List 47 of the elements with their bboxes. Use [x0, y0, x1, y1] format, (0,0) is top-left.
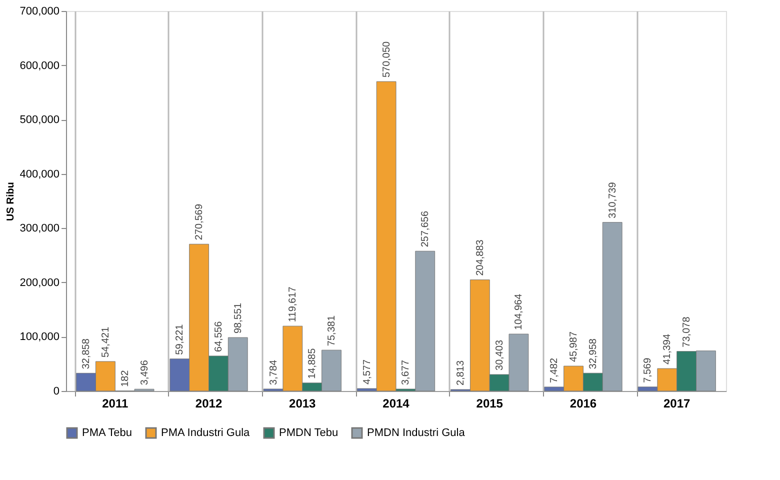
data-label: 310,739 [607, 182, 618, 218]
x-tick-label: 2016 [570, 396, 597, 410]
x-tick-label: 2015 [476, 396, 504, 410]
data-label: 570,050 [381, 40, 392, 78]
data-label: 98,551 [232, 302, 244, 334]
data-label: 14,885 [307, 348, 318, 379]
y-tick-label: 300,000 [20, 222, 60, 235]
data-label: 45,987 [568, 331, 580, 362]
data-label: 104,964 [514, 293, 525, 330]
x-tick-label: 2014 [382, 396, 410, 410]
legend-label: PMDN Industri Gula [367, 427, 466, 439]
data-label: 64,556 [213, 320, 224, 352]
data-label: 54,421 [100, 326, 112, 358]
data-label: 3,677 [400, 360, 412, 386]
data-label: 73,078 [682, 316, 693, 348]
y-tick-label: 600,000 [20, 60, 60, 72]
data-label: 182 [120, 370, 131, 387]
data-label: 7,569 [642, 357, 654, 383]
y-axis-title: US Ribu [6, 182, 17, 221]
data-label: 3,784 [268, 359, 280, 385]
data-label: 270,569 [194, 204, 206, 240]
y-tick-label: 0 [53, 386, 60, 398]
y-tick-label: 200,000 [20, 276, 60, 289]
data-label: 75,381 [326, 315, 338, 346]
data-label: 7,482 [549, 357, 560, 383]
legend-label: PMA Industri Gula [161, 427, 251, 439]
x-tick-label: 2017 [664, 396, 691, 410]
x-tick-label: 2011 [102, 396, 128, 410]
data-label: 2,813 [456, 360, 467, 386]
legend-label: PMA Tebu [82, 427, 132, 439]
y-tick-label: 500,000 [20, 114, 60, 126]
y-tick-label: 100,000 [20, 331, 60, 344]
x-tick-label: 2012 [195, 396, 222, 410]
data-label: 257,656 [420, 210, 432, 248]
legend-label: PMDN Tebu [279, 427, 338, 439]
x-tick-label: 2013 [289, 396, 316, 410]
data-label: 119,617 [288, 286, 299, 322]
data-label: 41,394 [662, 334, 674, 365]
y-tick-label: 700,000 [20, 6, 60, 18]
data-label: 32,958 [588, 338, 599, 370]
data-label: 32,858 [81, 338, 92, 370]
y-tick-label: 400,000 [20, 168, 60, 180]
data-label: 30,403 [494, 339, 506, 370]
data-label: 204,883 [474, 239, 486, 276]
data-label: 4,577 [362, 359, 373, 385]
data-label: 3,496 [139, 360, 150, 386]
data-label: 59,221 [174, 324, 186, 355]
